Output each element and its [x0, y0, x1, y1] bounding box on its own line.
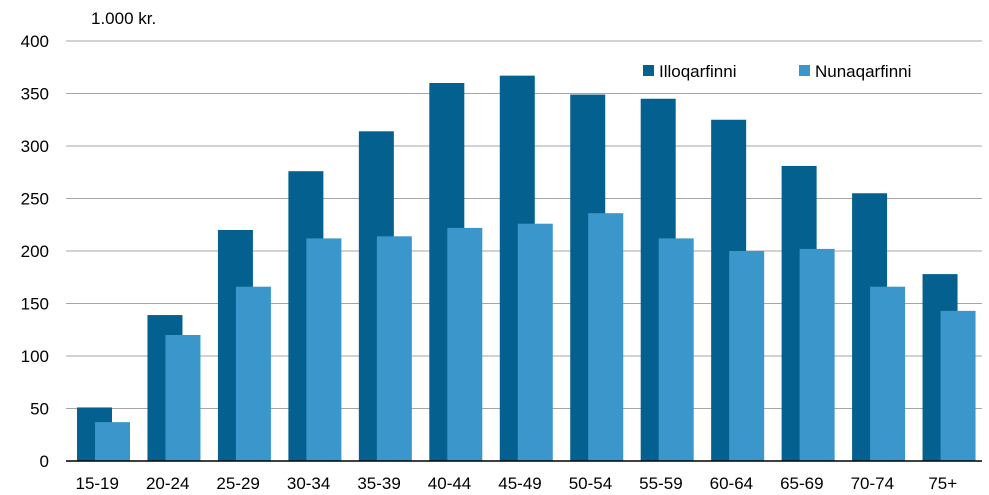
- legend-label-nunaqarfinni: Nunaqarfinni: [815, 62, 911, 81]
- bar-nunaqarfinni-45-49: [517, 223, 553, 461]
- bar-nunaqarfinni-25-29: [235, 286, 271, 461]
- x-tick-label-65-69: 65-69: [780, 474, 823, 493]
- x-tick-label-30-34: 30-34: [287, 474, 330, 493]
- bar-nunaqarfinni-75plus: [940, 310, 976, 461]
- x-tick-label-55-59: 55-59: [639, 474, 682, 493]
- bar-nunaqarfinni-15-19: [95, 422, 130, 461]
- bar-nunaqarfinni-20-24: [165, 335, 201, 461]
- x-axis-ticks: 15-19 20-24 25-29 30-34 35-39 40-44 45-49 50-54…: [75, 474, 957, 493]
- x-tick-label-45-49: 45-49: [498, 474, 541, 493]
- legend-swatch-nunaqarfinni: [799, 65, 810, 76]
- bar-nunaqarfinni-55-59: [658, 238, 694, 461]
- x-tick-label-50-54: 50-54: [569, 474, 612, 493]
- x-tick-label-70-74: 70-74: [851, 474, 894, 493]
- bars: [77, 75, 976, 462]
- bar-nunaqarfinni-60-64: [729, 251, 765, 461]
- bar-nunaqarfinni-30-34: [306, 238, 342, 461]
- bar-nunaqarfinni-35-39: [376, 236, 412, 461]
- x-tick-label-75plus: 75+: [928, 474, 957, 493]
- legend-swatch-illoqarfinni: [643, 65, 654, 76]
- bar-nunaqarfinni-50-54: [588, 213, 624, 461]
- x-tick-label-20-24: 20-24: [146, 474, 189, 493]
- x-tick-label-60-64: 60-64: [710, 474, 753, 493]
- legend: Illoqarfinni Nunaqarfinni: [643, 62, 911, 81]
- legend-label-illoqarfinni: Illoqarfinni: [659, 62, 737, 81]
- x-tick-label-40-44: 40-44: [428, 474, 471, 493]
- y-axis-unit-label: 1.000 kr.: [91, 9, 156, 28]
- y-tick-label-200: 200: [21, 242, 49, 261]
- y-tick-label-300: 300: [21, 137, 49, 156]
- x-tick-label-15-19: 15-19: [75, 474, 118, 493]
- y-tick-label-50: 50: [30, 400, 49, 419]
- x-tick-label-35-39: 35-39: [357, 474, 400, 493]
- y-tick-label-400: 400: [21, 32, 49, 51]
- bar-nunaqarfinni-40-44: [447, 227, 483, 461]
- y-tick-label-250: 250: [21, 190, 49, 209]
- y-tick-label-150: 150: [21, 295, 49, 314]
- y-tick-label-350: 350: [21, 85, 49, 104]
- y-axis-ticks: 0 50 100 150 200 250 300 350 400: [21, 32, 49, 471]
- bar-nunaqarfinni-65-69: [799, 248, 835, 461]
- x-tick-label-25-29: 25-29: [216, 474, 259, 493]
- bar-nunaqarfinni-70-74: [870, 286, 906, 461]
- y-tick-label-100: 100: [21, 347, 49, 366]
- y-tick-label-0: 0: [40, 452, 49, 471]
